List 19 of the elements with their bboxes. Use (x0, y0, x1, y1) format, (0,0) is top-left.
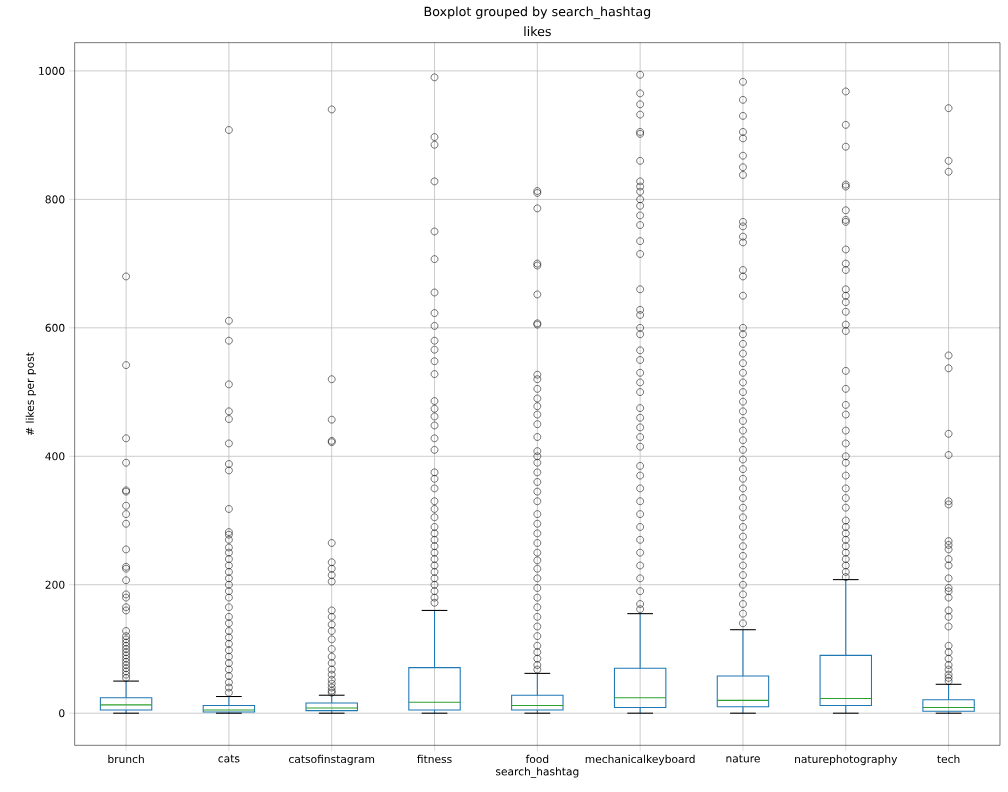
y-tick-label: 400 (45, 452, 65, 461)
y-tick-label: 1000 (39, 66, 65, 75)
chart-subtitle: likes (524, 26, 551, 37)
x-tick-label: naturephotography (795, 754, 898, 766)
y-tick-label: 600 (45, 323, 65, 332)
x-tick-label: brunch (108, 754, 144, 764)
x-tick-label: nature (726, 754, 760, 763)
x-tick-label: food (525, 754, 549, 764)
y-axis-title: # likes per post (25, 352, 36, 436)
x-tick-label: fitness (417, 754, 452, 764)
x-axis-title: search_hashtag (495, 767, 579, 778)
y-tick-label: 800 (45, 195, 65, 204)
x-tick-label: mechanicalkeyboard (585, 754, 695, 766)
x-tick-label: tech (937, 754, 960, 764)
x-tick-label: cats (218, 754, 240, 763)
y-tick-label: 200 (45, 580, 65, 589)
x-tick-label: catsofinstagram (289, 754, 375, 766)
chart-title: Boxplot grouped by search_hashtag (424, 6, 651, 20)
y-tick-label: 0 (59, 709, 65, 718)
